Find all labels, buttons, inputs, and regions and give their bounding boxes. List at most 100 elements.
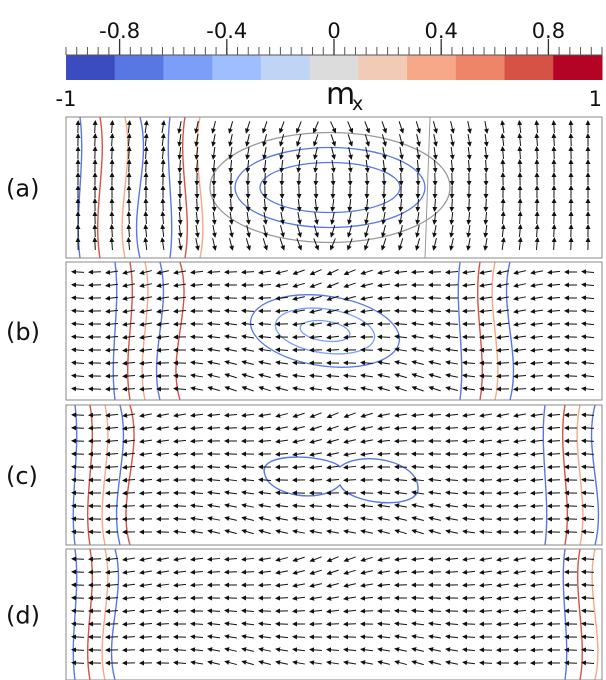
- arrow: [139, 270, 152, 275]
- arrow: [496, 608, 510, 614]
- arrow: [513, 412, 526, 418]
- arrow: [292, 556, 305, 562]
- arrow: [377, 295, 391, 301]
- arrow: [428, 385, 441, 392]
- arrow: [394, 529, 407, 535]
- arrow: [411, 464, 425, 470]
- contour: [491, 262, 499, 400]
- arrow: [279, 159, 285, 173]
- arrow: [581, 321, 595, 327]
- arrow: [224, 385, 237, 392]
- arrow: [581, 269, 595, 275]
- arrow: [207, 360, 220, 366]
- arrow: [143, 211, 149, 225]
- arrow: [394, 438, 408, 444]
- arrow: [109, 224, 115, 238]
- arrow: [496, 347, 510, 353]
- arrow: [445, 490, 459, 496]
- arrow: [343, 583, 356, 588]
- arrow: [326, 451, 339, 457]
- arrow: [312, 121, 319, 134]
- arrow: [275, 451, 289, 457]
- arrow: [581, 569, 595, 575]
- arrow: [466, 146, 472, 160]
- arrow: [360, 373, 374, 379]
- arrow: [173, 660, 187, 666]
- arrow: [581, 608, 595, 614]
- arrow: [496, 477, 510, 483]
- arrow: [343, 608, 357, 614]
- contour: [167, 117, 173, 258]
- arrow: [122, 490, 136, 496]
- arrow: [381, 225, 386, 238]
- arrow: [343, 373, 357, 379]
- arrow: [275, 660, 288, 666]
- arrow: [445, 569, 459, 575]
- arrow: [190, 412, 204, 418]
- arrow: [309, 660, 323, 666]
- arrow: [309, 386, 323, 392]
- arrow: [275, 295, 289, 301]
- arrow: [207, 516, 220, 522]
- arrow: [190, 582, 204, 588]
- arrow: [347, 225, 353, 238]
- arrow: [377, 647, 390, 653]
- arrow: [377, 386, 390, 392]
- arrow: [551, 146, 557, 160]
- arrow: [258, 556, 271, 562]
- arrow: [71, 634, 85, 640]
- arrow: [224, 425, 238, 431]
- arrow: [547, 269, 561, 275]
- arrow: [292, 647, 306, 653]
- arrow: [296, 147, 302, 160]
- contour: [127, 262, 133, 400]
- arrow: [71, 608, 85, 614]
- arrow: [109, 146, 115, 160]
- panel-content: [71, 405, 600, 545]
- arrow: [411, 412, 425, 418]
- arrow: [326, 569, 339, 576]
- arrow: [394, 621, 408, 627]
- arrow: [71, 386, 85, 392]
- arrow: [530, 412, 544, 418]
- arrow: [275, 270, 288, 275]
- arrow: [411, 569, 425, 575]
- colorbar-swatch: [309, 55, 359, 80]
- arrow: [122, 582, 136, 588]
- arrow: [156, 321, 170, 327]
- arrow: [263, 225, 268, 238]
- arrow: [122, 621, 136, 627]
- arrow: [245, 147, 251, 160]
- arrow: [581, 582, 595, 588]
- arrow: [479, 556, 492, 562]
- arrow: [190, 295, 204, 301]
- arrow: [394, 464, 408, 470]
- arrow: [496, 595, 510, 601]
- arrow: [547, 308, 561, 314]
- arrow: [262, 238, 268, 251]
- arrow: [428, 529, 441, 535]
- arrow: [513, 503, 527, 509]
- arrow: [275, 438, 289, 444]
- arrow: [292, 464, 306, 470]
- arrow: [173, 438, 187, 444]
- arrow: [173, 569, 187, 575]
- arrow: [279, 147, 285, 160]
- arrow: [326, 529, 339, 535]
- arrow: [530, 582, 544, 588]
- arrow: [207, 529, 220, 534]
- arrow: [190, 634, 204, 640]
- arrow: [190, 516, 204, 522]
- arrow: [547, 295, 561, 301]
- arrow: [547, 438, 561, 444]
- arrow: [343, 295, 356, 301]
- arrow: [530, 269, 543, 275]
- arrow: [500, 159, 506, 173]
- arrow: [428, 516, 441, 521]
- arrow: [428, 490, 442, 496]
- arrow: [88, 269, 102, 275]
- arrow: [224, 621, 238, 627]
- arrow: [105, 595, 119, 601]
- arrow: [500, 120, 506, 134]
